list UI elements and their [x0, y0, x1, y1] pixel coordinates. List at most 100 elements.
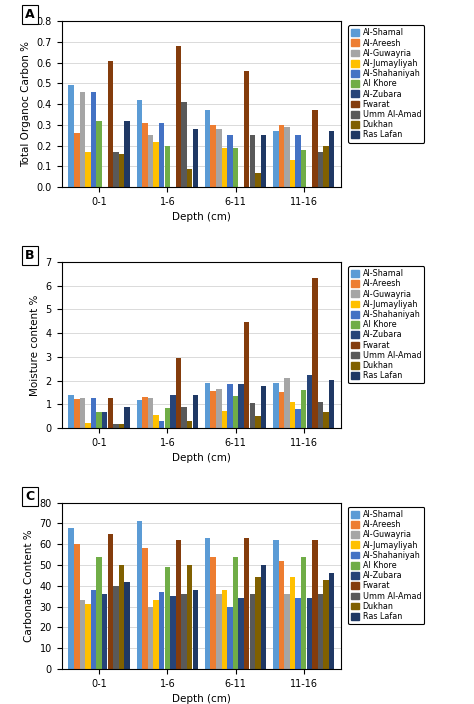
Bar: [170, 596, 176, 669]
Bar: [255, 172, 261, 187]
Bar: [187, 565, 192, 669]
Bar: [96, 557, 102, 669]
X-axis label: Depth (cm): Depth (cm): [172, 213, 231, 222]
Bar: [227, 607, 233, 669]
Bar: [69, 85, 74, 187]
Bar: [142, 122, 148, 187]
Bar: [295, 409, 301, 428]
Bar: [164, 146, 170, 187]
Bar: [329, 380, 334, 428]
Bar: [284, 127, 290, 187]
Bar: [261, 386, 266, 428]
Bar: [284, 378, 290, 428]
Text: B: B: [25, 249, 35, 262]
Bar: [318, 152, 323, 187]
Bar: [261, 135, 266, 187]
Bar: [238, 384, 244, 428]
Bar: [255, 416, 261, 428]
Bar: [85, 605, 91, 669]
Bar: [80, 601, 85, 669]
Bar: [187, 168, 192, 187]
Bar: [244, 322, 249, 428]
Bar: [290, 161, 295, 187]
Bar: [329, 131, 334, 187]
Bar: [137, 400, 142, 428]
Bar: [205, 538, 210, 669]
Bar: [244, 538, 249, 669]
Bar: [192, 395, 198, 428]
Legend: Al-Shamal, Al-Areesh, Al-Guwayria, Al-Jumayliyah, Al-Shahaniyah, Al Khore, Al-Zu: Al-Shamal, Al-Areesh, Al-Guwayria, Al-Ju…: [348, 25, 424, 143]
Bar: [279, 392, 284, 428]
Bar: [250, 135, 255, 187]
Text: A: A: [25, 8, 35, 21]
Bar: [96, 121, 102, 187]
Bar: [312, 540, 318, 669]
Bar: [113, 586, 118, 669]
Bar: [244, 71, 249, 187]
Bar: [233, 148, 238, 187]
Bar: [273, 131, 279, 187]
Bar: [91, 398, 96, 428]
Bar: [307, 598, 312, 669]
Bar: [250, 403, 255, 428]
Bar: [318, 402, 323, 428]
Bar: [312, 111, 318, 187]
Bar: [85, 152, 91, 187]
X-axis label: Depth (cm): Depth (cm): [172, 453, 231, 463]
X-axis label: Depth (cm): Depth (cm): [172, 694, 231, 704]
Bar: [250, 594, 255, 669]
Bar: [148, 135, 153, 187]
Bar: [329, 573, 334, 669]
Bar: [154, 415, 159, 428]
Bar: [216, 389, 221, 428]
Bar: [290, 402, 295, 428]
Bar: [159, 421, 164, 428]
Bar: [323, 412, 329, 428]
Bar: [91, 590, 96, 669]
Bar: [279, 125, 284, 187]
Bar: [108, 534, 113, 669]
Bar: [85, 423, 91, 428]
Bar: [176, 46, 181, 187]
Bar: [192, 590, 198, 669]
Bar: [164, 408, 170, 428]
Bar: [222, 410, 227, 428]
Y-axis label: Moisture content %: Moisture content %: [30, 294, 40, 396]
Bar: [148, 607, 153, 669]
Bar: [102, 412, 108, 428]
Bar: [323, 579, 329, 669]
Bar: [118, 565, 124, 669]
Bar: [301, 150, 307, 187]
Bar: [80, 398, 85, 428]
Bar: [74, 399, 80, 428]
Legend: Al-Shamal, Al-Areesh, Al-Guwayria, Al-Jumayliyah, Al-Shahaniyah, Al Khore, Al-Zu: Al-Shamal, Al-Areesh, Al-Guwayria, Al-Ju…: [348, 507, 424, 624]
Bar: [170, 395, 176, 428]
Bar: [108, 61, 113, 187]
Bar: [113, 424, 118, 428]
Bar: [159, 122, 164, 187]
Bar: [124, 582, 130, 669]
Bar: [216, 129, 221, 187]
Bar: [273, 540, 279, 669]
Bar: [318, 594, 323, 669]
Bar: [142, 397, 148, 428]
Bar: [154, 142, 159, 187]
Y-axis label: Total Organoc Carbon %: Total Organoc Carbon %: [21, 41, 31, 167]
Bar: [312, 278, 318, 428]
Bar: [159, 592, 164, 669]
Bar: [279, 561, 284, 669]
Bar: [290, 577, 295, 669]
Bar: [142, 548, 148, 669]
Bar: [192, 129, 198, 187]
Bar: [182, 408, 187, 428]
Bar: [69, 395, 74, 428]
Bar: [74, 133, 80, 187]
Bar: [176, 358, 181, 428]
Bar: [102, 594, 108, 669]
Bar: [108, 398, 113, 428]
Bar: [187, 421, 192, 428]
Bar: [238, 598, 244, 669]
Y-axis label: Carbonate Content %: Carbonate Content %: [24, 529, 34, 642]
Bar: [210, 125, 216, 187]
Bar: [205, 111, 210, 187]
